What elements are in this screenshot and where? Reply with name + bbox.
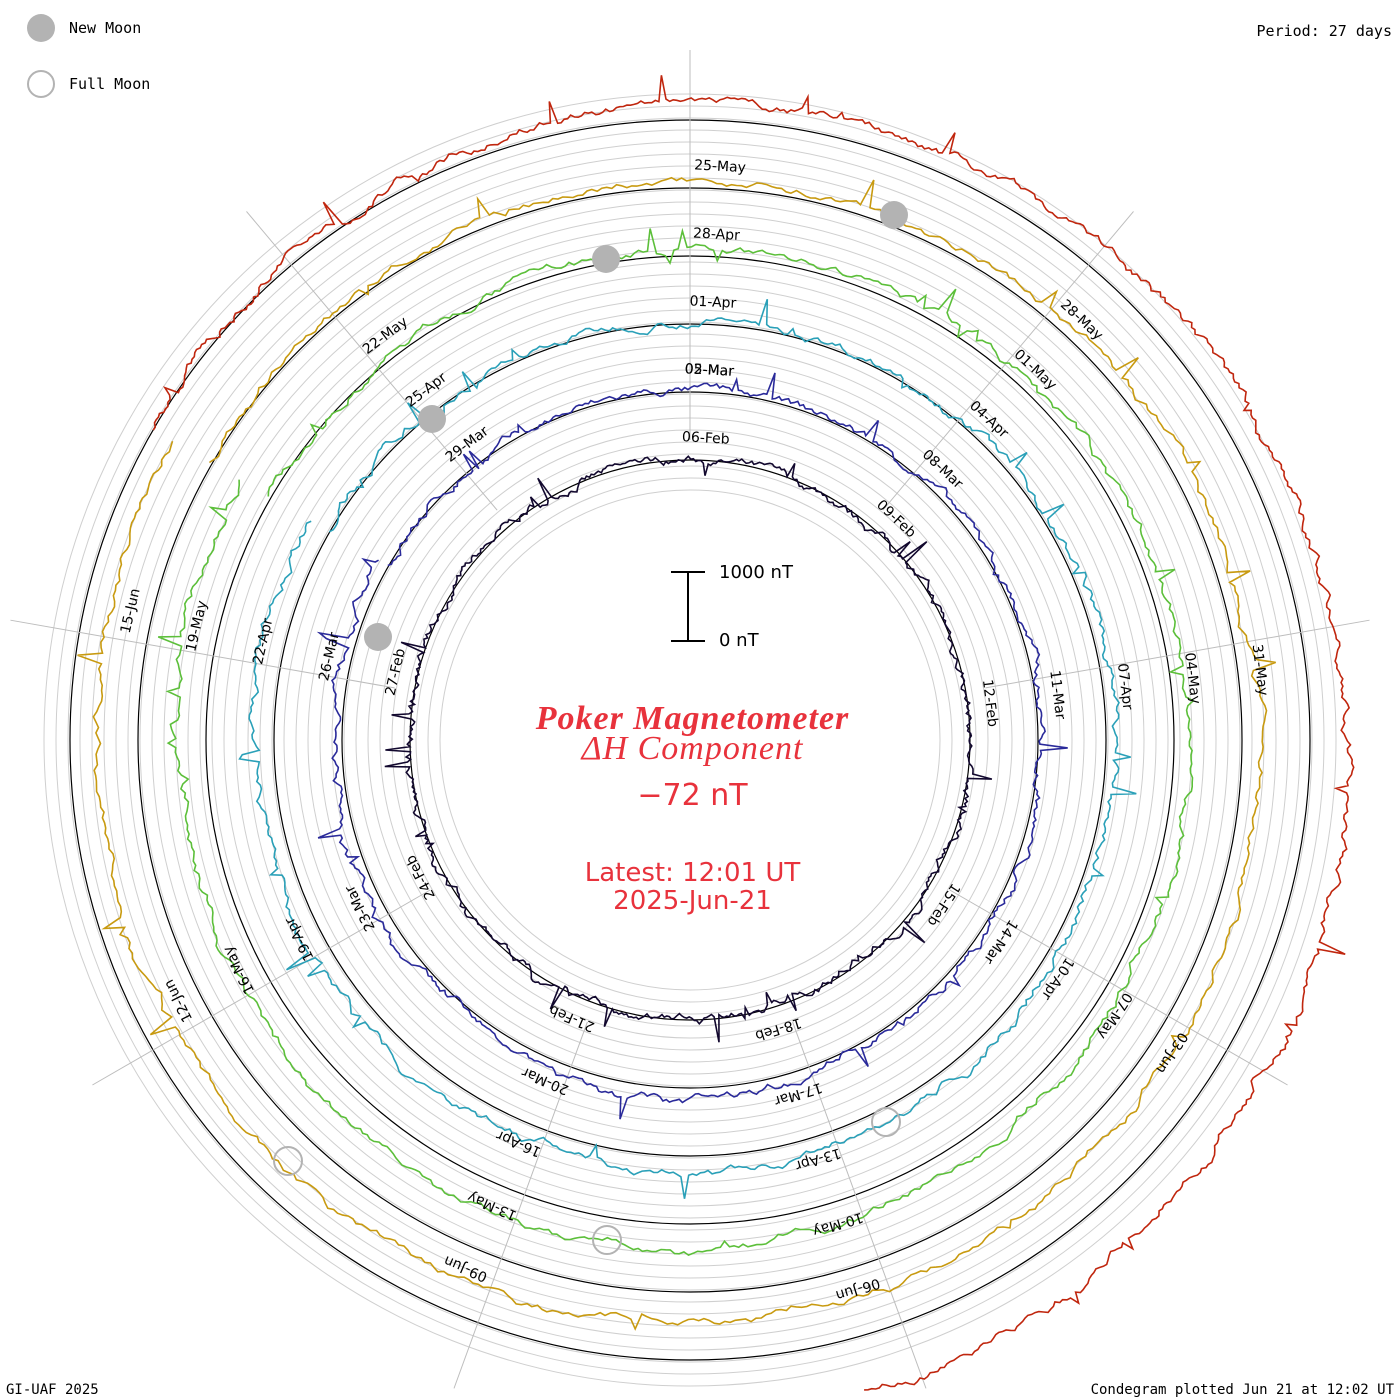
series-turn-2 <box>316 372 1068 1120</box>
day-label: 13-May <box>465 1188 519 1223</box>
chart-subtitle: ΔH Component <box>581 730 804 767</box>
moon-markers <box>273 201 908 1255</box>
day-label: 27-Feb <box>383 647 409 697</box>
day-label: 11-Mar <box>1046 669 1068 720</box>
scale-bottom-label: 0 nT <box>719 630 759 651</box>
day-label: 17-Mar <box>772 1079 824 1109</box>
series-turn-1 <box>384 455 993 1043</box>
grid-ring <box>427 477 953 1003</box>
day-spoke <box>985 619 1370 689</box>
day-label: 12-Feb <box>979 679 1001 728</box>
series-turn-5 <box>77 176 1276 1331</box>
day-label: 09-Jun <box>442 1252 490 1285</box>
chart-title: Poker Magnetometer <box>535 700 850 737</box>
legend-new-moon: New Moon <box>27 14 141 42</box>
day-label: 19-May <box>183 599 210 653</box>
day-label: 25-May <box>694 157 747 176</box>
day-label: 22-Apr <box>250 617 276 666</box>
full-moon-icon <box>27 70 55 98</box>
full-moon-icon <box>273 1146 303 1176</box>
period-label: Period: 27 days <box>1256 22 1392 40</box>
day-spoke <box>92 889 431 1086</box>
day-spoke <box>882 211 1134 511</box>
legend-new-moon-label: New Moon <box>69 19 142 37</box>
day-label: 25-Apr <box>403 370 450 411</box>
day-label: 01-Apr <box>689 293 737 311</box>
footer-credit: GI-UAF 2025 <box>6 1382 99 1398</box>
full-moon-icon <box>871 1107 901 1137</box>
data-traces <box>77 75 1355 1391</box>
grid-ring <box>439 489 941 991</box>
day-spoke <box>10 619 395 689</box>
new-moon-icon <box>364 623 392 651</box>
day-spoke <box>949 889 1288 1086</box>
day-spoke <box>453 1021 588 1389</box>
day-label: 13-Apr <box>793 1144 843 1173</box>
day-label: 22-May <box>360 314 411 358</box>
latest-time: Latest: 12:01 UT <box>584 858 801 888</box>
footer-plotted: Condegram plotted Jun 21 at 12:02 UT <box>1090 1382 1394 1398</box>
grid-ring <box>415 465 965 1015</box>
current-value: −72 nT <box>637 778 748 813</box>
day-label: 31-May <box>1249 643 1271 696</box>
scale-top-label: 1000 nT <box>719 562 793 583</box>
day-label: 26-Mar <box>316 631 343 683</box>
day-label: 28-Apr <box>693 225 741 243</box>
day-label: 21-Feb <box>547 1001 597 1034</box>
day-label: 07-Apr <box>1114 662 1136 711</box>
grid-ring <box>391 441 989 1039</box>
scale-bar <box>671 571 705 642</box>
day-label: 19-Apr <box>282 914 318 963</box>
day-label: 20-Mar <box>519 1063 571 1097</box>
legend-full-moon-label: Full Moon <box>69 75 151 93</box>
day-label: 04-May <box>1181 652 1203 705</box>
series-turn-3 <box>238 298 1137 1199</box>
day-label: 05-Mar <box>684 361 734 380</box>
day-label: 06-Jun <box>834 1275 882 1304</box>
full-moon-icon <box>592 1225 622 1255</box>
day-spokes <box>10 50 1370 1389</box>
latest-date: 2025‑Jun‑21 <box>613 886 772 916</box>
new-moon-icon <box>592 245 620 273</box>
series-turn-4 <box>157 227 1195 1257</box>
day-label: 16-Apr <box>494 1127 544 1160</box>
grid-ring <box>403 453 977 1027</box>
new-moon-icon <box>880 201 908 229</box>
day-spoke <box>246 211 498 511</box>
new-moon-icon <box>27 14 55 42</box>
day-label: 02-Mar <box>684 361 734 380</box>
day-label: 12-Jun <box>161 977 196 1025</box>
legend-full-moon: Full Moon <box>27 70 150 98</box>
day-spoke <box>792 1021 927 1389</box>
new-moon-icon <box>418 405 446 433</box>
day-label: 18-Feb <box>753 1014 803 1043</box>
day-label: 06-Feb <box>682 429 731 447</box>
series-turn-6 <box>152 75 1355 1391</box>
